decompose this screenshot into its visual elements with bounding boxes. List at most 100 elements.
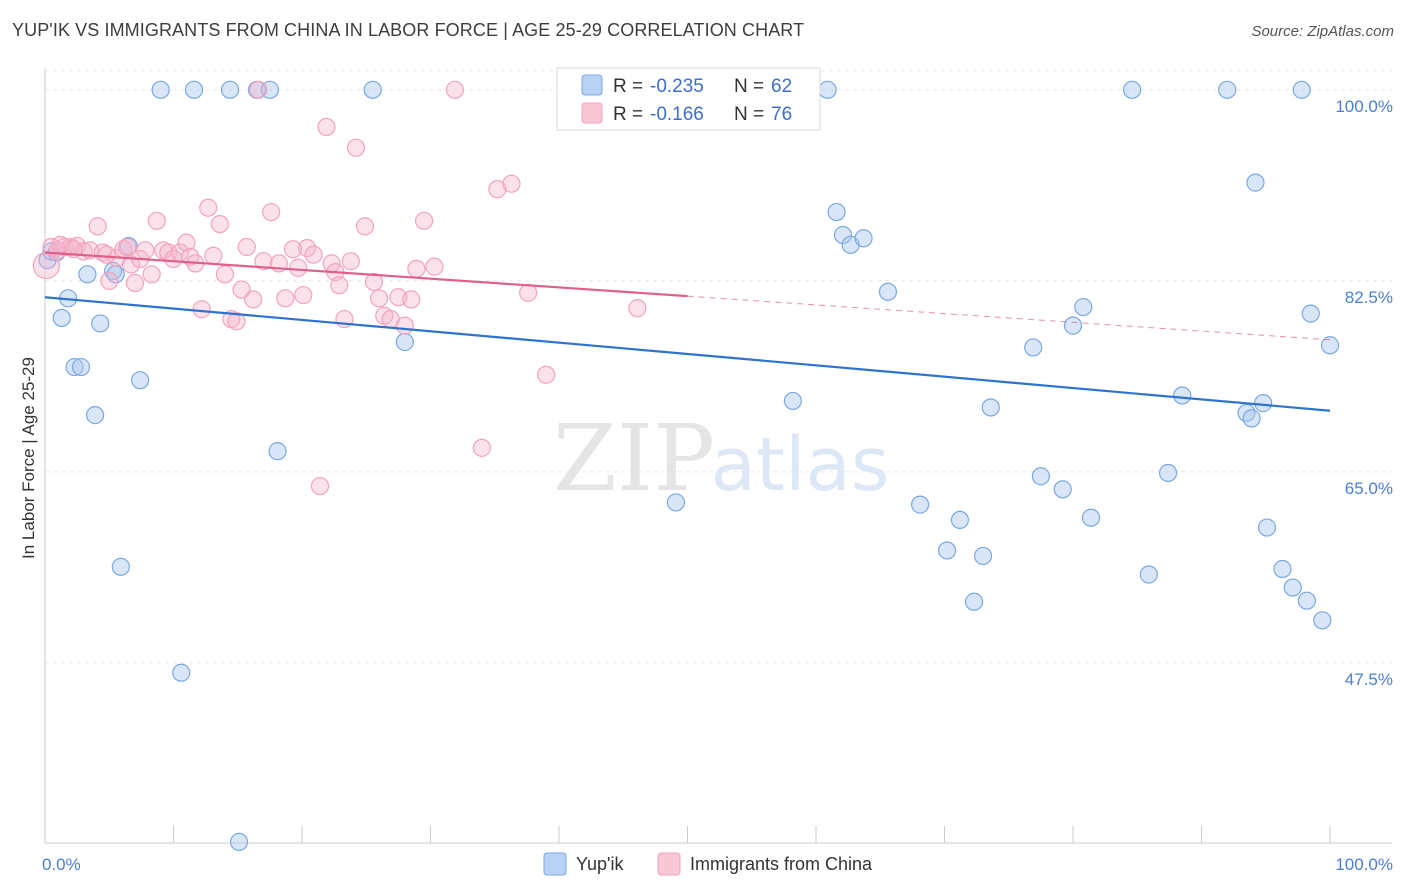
china-r-value: -0.166 (650, 104, 704, 125)
y-tick-label-3: 47.5% (1345, 670, 1393, 689)
yupik-point-24 (666, 493, 686, 512)
yupik-point-23 (395, 332, 414, 352)
china-point-18 (147, 211, 166, 230)
china-point-16 (136, 241, 155, 260)
yupik-point-42 (1074, 297, 1093, 317)
china-point-52 (341, 252, 360, 271)
yupik-point-54 (1273, 559, 1292, 579)
yupik-point-55 (1283, 578, 1302, 597)
yupik-point-60 (1320, 336, 1340, 355)
china-point-47 (317, 117, 336, 137)
yupik-point-43 (1081, 508, 1101, 527)
yupik-point-47 (1173, 386, 1192, 405)
china-point-28 (204, 246, 223, 265)
yupik-point-25 (783, 391, 802, 411)
china-trend-extension (687, 295, 1331, 341)
china-point-53 (346, 138, 366, 157)
china-point-64 (425, 257, 444, 276)
china-point-69 (519, 283, 538, 302)
china-n-value: 76 (771, 104, 792, 125)
china-point-32 (227, 312, 246, 331)
x-tick-label-0: 0.0% (42, 855, 81, 874)
yupik-point-16 (184, 80, 204, 99)
points (32, 80, 1340, 852)
china-point-10 (100, 271, 119, 290)
china-point-35 (244, 290, 263, 309)
yupik-point-22 (363, 80, 382, 99)
yupik-point-40 (1053, 480, 1072, 499)
yupik-point-7 (86, 406, 105, 425)
yupik-point-4 (65, 357, 84, 377)
yupik-n-value: 62 (771, 76, 792, 97)
yupik-point-6 (78, 265, 97, 284)
x-tick-labels: 0.0% 100.0% (42, 855, 1393, 874)
china-point-75 (118, 237, 137, 257)
yupik-point-48 (1218, 80, 1237, 99)
china-point-56 (370, 289, 389, 308)
china-point-38 (262, 202, 281, 222)
yupik-point-57 (1297, 591, 1316, 610)
x-tick-label-1: 100.0% (1335, 855, 1393, 874)
china-point-14 (125, 273, 145, 293)
china-point-41 (283, 240, 303, 259)
legend-china-label: Immigrants from China (690, 854, 873, 874)
yupik-point-26 (818, 80, 837, 99)
series-legend: Yup'ik Immigrants from China (543, 852, 873, 876)
yupik-point-45 (1139, 565, 1158, 584)
y-tick-label-0: 100.0% (1335, 97, 1393, 116)
grid (45, 70, 1392, 664)
yupik-point-8 (91, 314, 110, 333)
legend-yupik-swatch (543, 852, 567, 876)
china-point-44 (298, 239, 317, 258)
china-swatch (581, 102, 603, 124)
yupik-point-34 (950, 510, 970, 530)
china-point-45 (304, 245, 323, 264)
china-point-60 (395, 316, 414, 335)
china-n-label: N = (734, 104, 764, 125)
yupik-point-17 (220, 80, 240, 99)
yupik-point-2 (52, 308, 71, 328)
china-point-13 (121, 255, 141, 274)
yupik-point-31 (878, 282, 898, 301)
china-point-71 (628, 299, 647, 318)
legend-yupik-label: Yup'ik (576, 854, 624, 874)
yupik-point-28 (833, 225, 853, 245)
yupik-r-label: R = (613, 76, 643, 97)
legend-china-swatch (657, 852, 681, 876)
china-point-50 (330, 276, 349, 295)
china-point-63 (414, 211, 434, 230)
source-credit: Source: ZipAtlas.com (1251, 23, 1394, 40)
yupik-point-18 (229, 832, 249, 852)
yupik-point-51 (1246, 173, 1265, 192)
china-point-66 (472, 438, 491, 457)
yupik-point-14 (151, 80, 170, 99)
yupik-swatch (581, 74, 603, 96)
axes (44, 68, 1392, 844)
yupik-point-58 (1301, 304, 1320, 323)
yupik-point-32 (910, 495, 930, 514)
yupik-point-11 (111, 557, 130, 576)
y-tick-label-2: 65.0% (1345, 479, 1393, 498)
y-axis-label: In Labor Force | Age 25-29 (19, 357, 38, 559)
china-point-36 (249, 80, 268, 99)
yupik-point-35 (964, 592, 984, 611)
china-point-62 (407, 259, 426, 278)
chart-title: YUP'IK VS IMMIGRANTS FROM CHINA IN LABOR… (12, 20, 805, 40)
trend-lines (44, 251, 1331, 412)
yupik-point-13 (130, 371, 150, 390)
yupik-point-59 (1313, 611, 1332, 630)
yupik-trend-line (44, 296, 1331, 412)
yupik-point-21 (268, 442, 287, 461)
china-point-54 (355, 217, 375, 236)
yupik-point-15 (172, 663, 191, 682)
yupik-point-36 (973, 546, 993, 566)
china-point-70 (537, 365, 556, 384)
yupik-point-50 (1242, 409, 1261, 428)
china-point-43 (294, 285, 313, 305)
yupik-point-41 (1063, 316, 1083, 335)
yupik-point-12 (119, 236, 138, 256)
yupik-point-46 (1158, 463, 1178, 483)
yupik-point-52 (1254, 394, 1273, 413)
china-point-27 (199, 198, 218, 217)
china-point-42 (289, 258, 308, 277)
